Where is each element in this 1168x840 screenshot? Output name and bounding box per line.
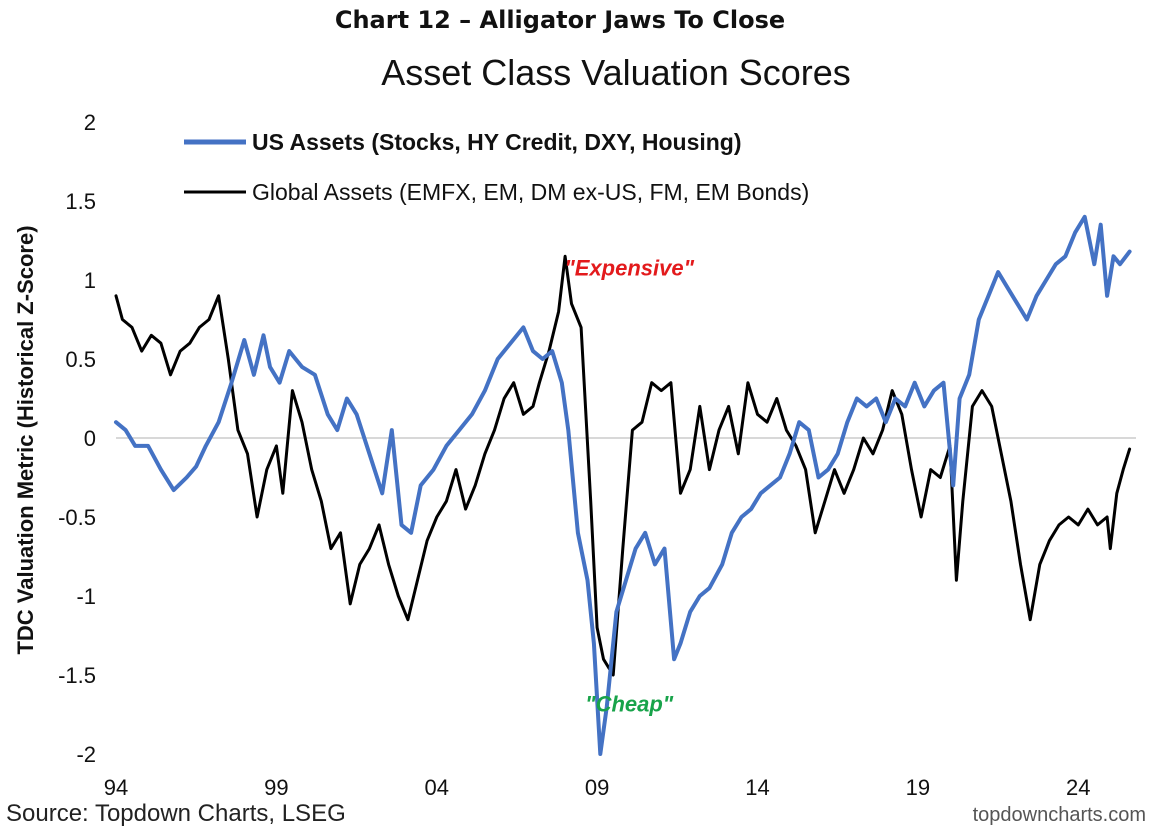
x-tick-label: 09 xyxy=(585,775,609,800)
y-tick-label: 1.5 xyxy=(65,189,96,214)
x-tick-label: 14 xyxy=(745,775,769,800)
x-tick-label: 04 xyxy=(425,775,449,800)
y-tick-label: -0.5 xyxy=(58,505,96,530)
annotations: "Expensive" "Cheap" xyxy=(564,255,694,716)
x-tick-labels: 94 99 04 09 14 19 24 xyxy=(104,775,1091,800)
legend: US Assets (Stocks, HY Credit, DXY, Housi… xyxy=(184,129,809,205)
x-tick-label: 19 xyxy=(906,775,930,800)
legend-label: US Assets (Stocks, HY Credit, DXY, Housi… xyxy=(252,129,742,155)
y-tick-label: 0 xyxy=(84,426,96,451)
chart-annotation: "Cheap" xyxy=(585,691,674,716)
y-tick-label: 0.5 xyxy=(65,347,96,372)
x-tick-label: 94 xyxy=(104,775,128,800)
x-tick-label: 99 xyxy=(264,775,288,800)
x-tick-label: 24 xyxy=(1066,775,1090,800)
y-tick-labels: 2 1.5 1 0.5 0 -0.5 -1 -1.5 -2 xyxy=(58,110,96,767)
series-lines xyxy=(114,214,1132,756)
chart-suptitle: Chart 12 – Alligator Jaws To Close xyxy=(334,6,786,34)
chart-annotation: "Expensive" xyxy=(564,255,694,280)
y-tick-label: -1 xyxy=(76,584,96,609)
chart-title: Asset Class Valuation Scores xyxy=(381,52,851,93)
legend-label: Global Assets (EMFX, EM, DM ex-US, FM, E… xyxy=(252,179,809,205)
y-tick-label: -1.5 xyxy=(58,663,96,688)
y-tick-label: -2 xyxy=(76,742,96,767)
series-line-us-assets xyxy=(114,214,1132,756)
website-credit: topdowncharts.com xyxy=(972,804,1146,826)
source-note: Source: Topdown Charts, LSEG xyxy=(6,800,346,827)
y-tick-label: 1 xyxy=(84,268,96,293)
y-tick-label: 2 xyxy=(84,110,96,135)
series-line-global-assets xyxy=(114,254,1132,677)
